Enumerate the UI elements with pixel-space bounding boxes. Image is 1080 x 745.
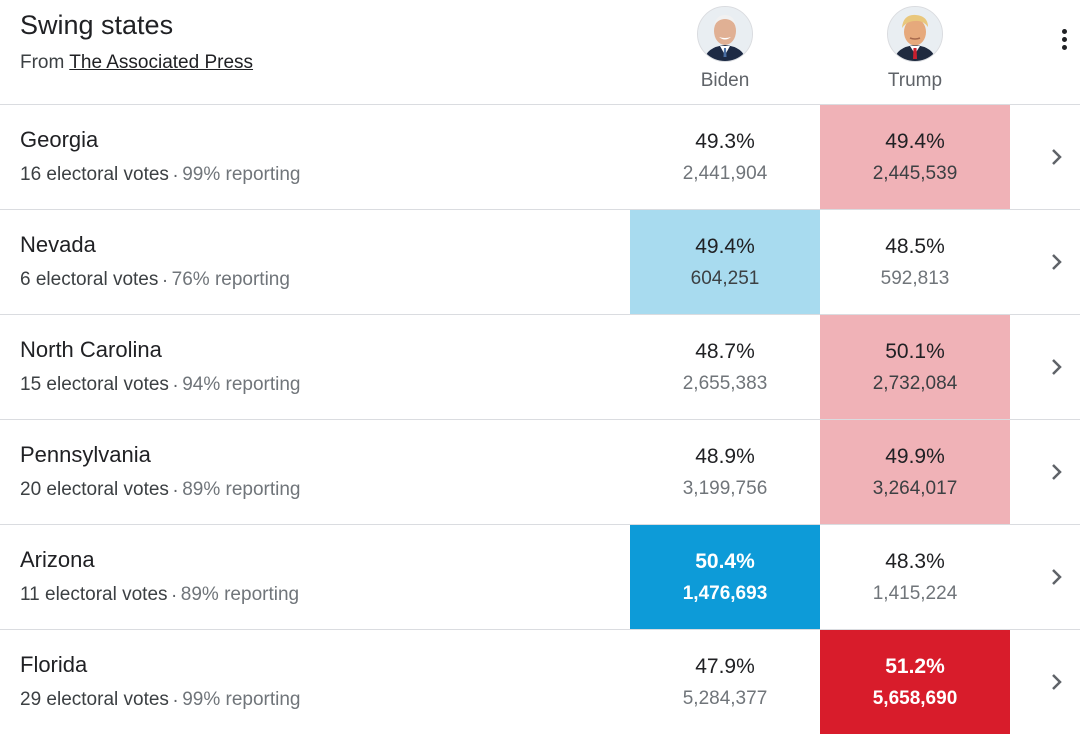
biden-pct: 49.3% bbox=[695, 130, 755, 153]
biden-result: 47.9% 5,284,377 bbox=[630, 630, 820, 734]
candidate-biden: Biden bbox=[630, 6, 820, 92]
trump-votes: 2,732,084 bbox=[872, 373, 958, 394]
state-name: Nevada bbox=[20, 232, 96, 257]
trump-pct: 50.1% bbox=[885, 340, 945, 363]
trump-votes: 5,658,690 bbox=[872, 688, 958, 709]
state-name: North Carolina bbox=[20, 337, 162, 362]
trump-result: 48.5% 592,813 bbox=[820, 210, 1010, 314]
results-table: Georgia 16 electoral votes. 99% reporting… bbox=[0, 105, 1080, 734]
biden-votes: 5,284,377 bbox=[682, 688, 768, 709]
biden-result: 49.4% 604,251 bbox=[630, 210, 820, 314]
chevron-right-icon[interactable] bbox=[1046, 460, 1068, 484]
electoral-votes: 20 electoral votes bbox=[20, 479, 169, 500]
trump-votes: 1,415,224 bbox=[872, 583, 958, 604]
source-prefix: From bbox=[20, 52, 65, 73]
trump-votes: 592,813 bbox=[880, 268, 950, 289]
trump-result: 49.4% 2,445,539 bbox=[820, 105, 1010, 209]
chevron-right-icon[interactable] bbox=[1046, 565, 1068, 589]
reporting: 89% reporting bbox=[180, 584, 300, 605]
state-row-arizona[interactable]: Arizona 11 electoral votes. 89% reporting… bbox=[0, 525, 1080, 630]
biden-result: 48.7% 2,655,383 bbox=[630, 315, 820, 419]
trump-pct: 51.2% bbox=[885, 655, 945, 678]
electoral-votes: 16 electoral votes bbox=[20, 164, 169, 185]
state-meta: 15 electoral votes. 94% reporting bbox=[20, 371, 301, 395]
biden-pct: 49.4% bbox=[695, 235, 755, 258]
more-vert-icon[interactable] bbox=[1055, 28, 1075, 52]
chevron-right-icon[interactable] bbox=[1046, 250, 1068, 274]
reporting: 99% reporting bbox=[182, 164, 301, 185]
electoral-votes: 29 electoral votes bbox=[20, 689, 169, 710]
biden-result: 48.9% 3,199,756 bbox=[630, 420, 820, 524]
state-meta: 6 electoral votes. 76% reporting bbox=[20, 266, 290, 290]
trump-votes: 3,264,017 bbox=[872, 478, 958, 499]
state-name: Pennsylvania bbox=[20, 442, 151, 467]
biden-pct: 47.9% bbox=[695, 655, 755, 678]
biden-votes: 1,476,693 bbox=[682, 583, 768, 604]
trump-avatar bbox=[887, 6, 943, 62]
electoral-votes: 6 electoral votes bbox=[20, 269, 159, 290]
biden-result: 50.4% 1,476,693 bbox=[630, 525, 820, 629]
electoral-votes: 11 electoral votes bbox=[20, 584, 168, 605]
trump-result: 49.9% 3,264,017 bbox=[820, 420, 1010, 524]
state-meta: 29 electoral votes. 99% reporting bbox=[20, 686, 301, 710]
trump-result: 51.2% 5,658,690 bbox=[820, 630, 1010, 734]
reporting: 76% reporting bbox=[171, 269, 290, 290]
biden-pct: 50.4% bbox=[695, 550, 755, 573]
state-row-pennsylvania[interactable]: Pennsylvania 20 electoral votes. 89% repo… bbox=[0, 420, 1080, 525]
trump-result: 50.1% 2,732,084 bbox=[820, 315, 1010, 419]
state-meta: 20 electoral votes. 89% reporting bbox=[20, 476, 301, 500]
state-meta: 16 electoral votes. 99% reporting bbox=[20, 161, 301, 185]
state-name: Arizona bbox=[20, 547, 95, 572]
trump-pct: 49.9% bbox=[885, 445, 945, 468]
results-header: Swing states From The Associated Press B… bbox=[0, 0, 1080, 105]
electoral-votes: 15 electoral votes bbox=[20, 374, 169, 395]
biden-votes: 604,251 bbox=[690, 268, 760, 289]
card-title: Swing states bbox=[20, 10, 174, 40]
state-meta: 11 electoral votes. 89% reporting bbox=[20, 581, 300, 605]
biden-votes: 3,199,756 bbox=[682, 478, 768, 499]
chevron-right-icon[interactable] bbox=[1046, 145, 1068, 169]
biden-votes: 2,441,904 bbox=[682, 163, 768, 184]
trump-result: 48.3% 1,415,224 bbox=[820, 525, 1010, 629]
state-name: Florida bbox=[20, 652, 88, 677]
biden-pct: 48.7% bbox=[695, 340, 755, 363]
biden-result: 49.3% 2,441,904 bbox=[630, 105, 820, 209]
trump-pct: 48.3% bbox=[885, 550, 945, 573]
reporting: 94% reporting bbox=[182, 374, 301, 395]
trump-pct: 48.5% bbox=[885, 235, 945, 258]
state-row-georgia[interactable]: Georgia 16 electoral votes. 99% reporting… bbox=[0, 105, 1080, 210]
state-row-florida[interactable]: Florida 29 electoral votes. 99% reporting… bbox=[0, 630, 1080, 734]
candidate-trump: Trump bbox=[820, 6, 1010, 92]
reporting: 99% reporting bbox=[182, 689, 301, 710]
source-link[interactable]: The Associated Press bbox=[69, 52, 254, 73]
trump-pct: 49.4% bbox=[885, 130, 945, 153]
state-row-north-carolina[interactable]: North Carolina 15 electoral votes. 94% re… bbox=[0, 315, 1080, 420]
reporting: 89% reporting bbox=[182, 479, 301, 500]
biden-pct: 48.9% bbox=[695, 445, 755, 468]
source-line: From The Associated Press bbox=[20, 52, 253, 74]
trump-votes: 2,445,539 bbox=[872, 163, 958, 184]
biden-votes: 2,655,383 bbox=[682, 373, 768, 394]
state-row-nevada[interactable]: Nevada 6 electoral votes. 76% reporting 4… bbox=[0, 210, 1080, 315]
biden-avatar bbox=[697, 6, 753, 62]
chevron-right-icon[interactable] bbox=[1046, 670, 1068, 694]
state-name: Georgia bbox=[20, 127, 99, 152]
trump-name: Trump bbox=[887, 70, 943, 91]
biden-name: Biden bbox=[700, 70, 750, 91]
chevron-right-icon[interactable] bbox=[1046, 355, 1068, 379]
